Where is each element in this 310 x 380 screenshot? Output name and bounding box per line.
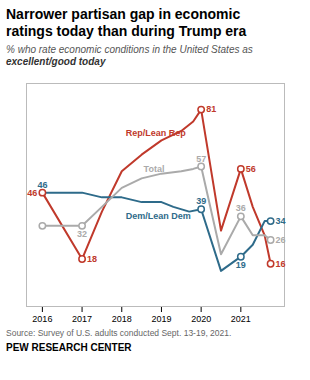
svg-text:2019: 2019 <box>151 313 171 323</box>
html-text:Narrower partisan gap in econo: Narrower partisan gap in economic rating… <box>6 6 247 39</box>
svg-text:Total: Total <box>144 163 165 173</box>
svg-text:34: 34 <box>276 216 286 226</box>
svg-text:46: 46 <box>27 187 37 197</box>
svg-text:18: 18 <box>87 254 97 264</box>
svg-text:16: 16 <box>276 258 286 268</box>
svg-text:2016: 2016 <box>32 313 52 323</box>
svg-text:32: 32 <box>77 229 87 239</box>
html-text:% who rate economic conditions: % who rate economic conditions in the Un… <box>6 43 253 55</box>
html-text:excellent/good today: excellent/good today <box>6 56 106 68</box>
html-text:PEW RESEARCH CENTER: PEW RESEARCH CENTER <box>6 341 132 353</box>
svg-text:Rep/Lean Rep: Rep/Lean Rep <box>126 128 187 138</box>
svg-text:57: 57 <box>196 153 206 163</box>
svg-text:2018: 2018 <box>112 313 132 323</box>
svg-text:81: 81 <box>206 104 216 114</box>
svg-text:19: 19 <box>236 260 246 270</box>
svg-text:2021: 2021 <box>231 313 251 323</box>
svg-text:26: 26 <box>276 235 286 245</box>
svg-text:Dem/Lean Dem: Dem/Lean Dem <box>126 211 191 221</box>
svg-text:46: 46 <box>37 179 47 189</box>
svg-text:39: 39 <box>196 196 206 206</box>
svg-text:36: 36 <box>236 203 246 213</box>
svg-text:2020: 2020 <box>191 313 211 323</box>
svg-text:56: 56 <box>246 163 256 173</box>
html-text:Source: Survey of U.S. adults: Source: Survey of U.S. adults conducted … <box>6 327 232 338</box>
svg-text:2017: 2017 <box>72 313 92 323</box>
